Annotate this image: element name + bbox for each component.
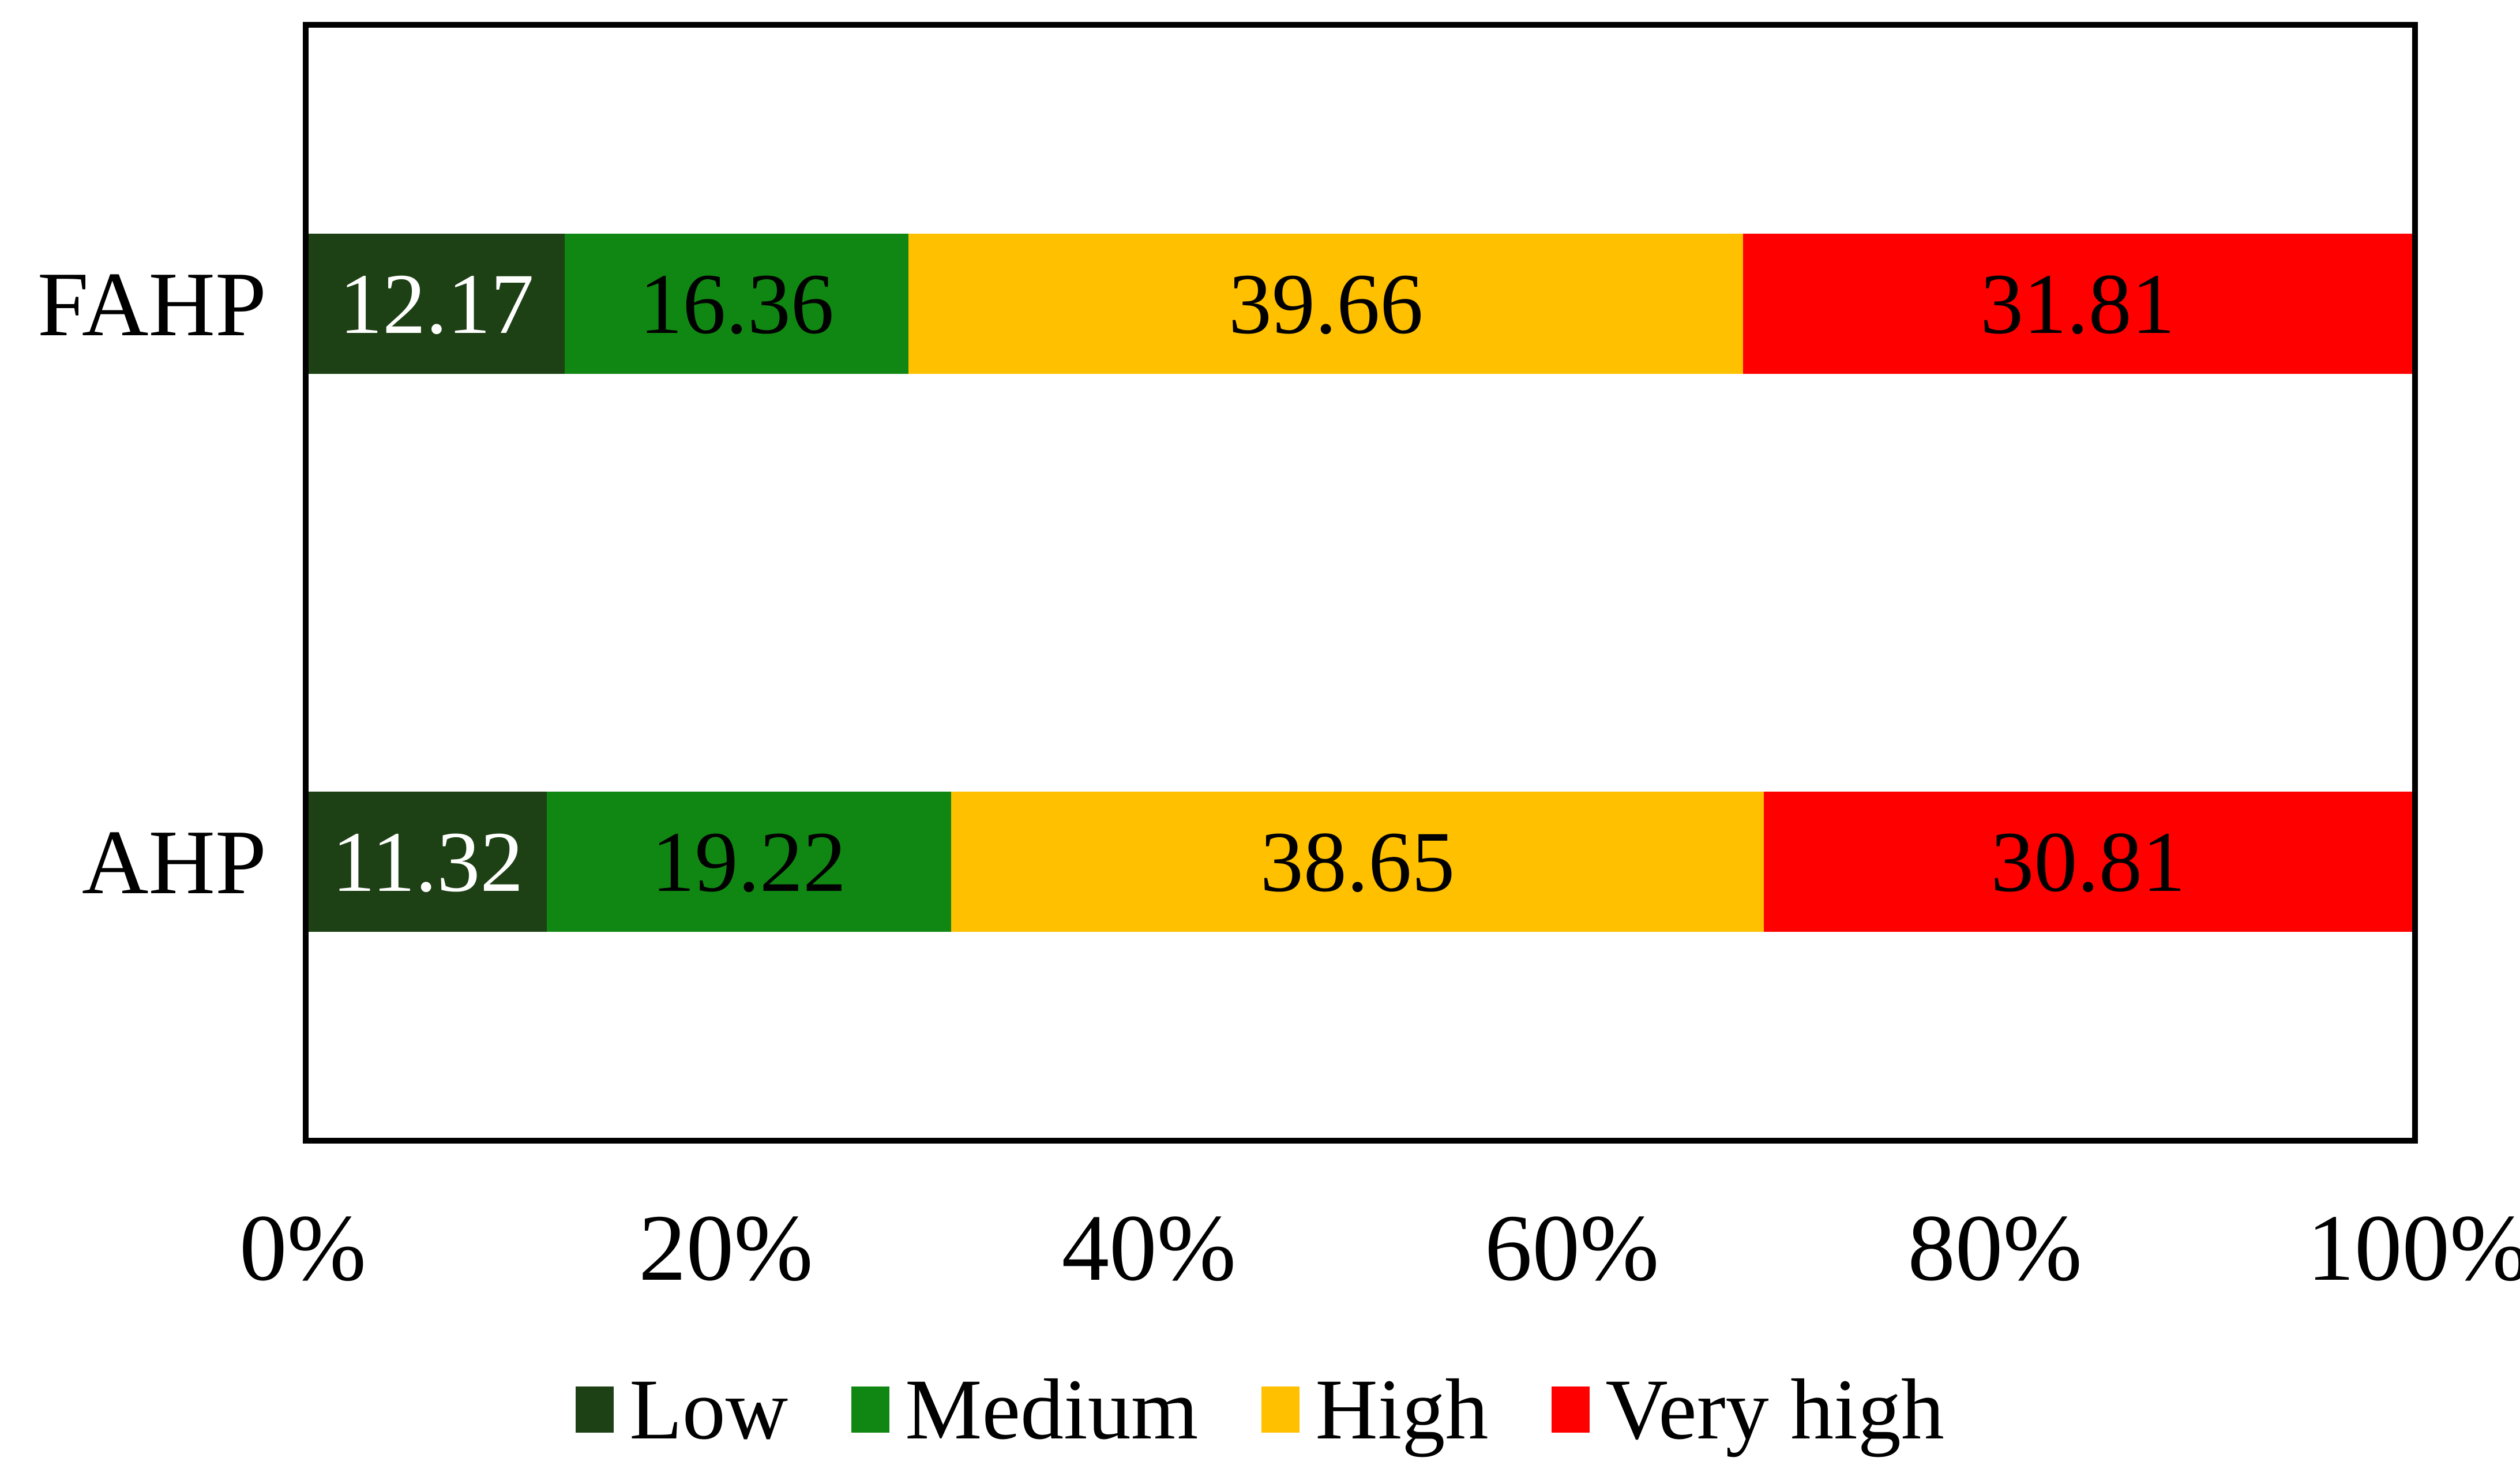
bar-fahp: 12.17 16.36 39.66 31.81 [309,234,2412,374]
category-label-ahp: AHP [81,810,266,913]
legend-label-low: Low [629,1362,788,1457]
legend-swatch-very-high [1552,1386,1590,1433]
x-tick-label-20%: 20% [639,1195,813,1301]
category-label-fahp: FAHP [37,252,266,355]
bar-segment-high-ahp: 38.65 [951,792,1764,932]
bar-segment-high-fahp: 39.66 [908,234,1743,374]
legend-item-medium: Medium [851,1366,1198,1453]
segment-value-label: 11.32 [332,814,524,910]
legend: Low Medium High Very high [0,1355,2520,1464]
x-tick-label-60%: 60% [1484,1195,1659,1301]
bar-segment-low-ahp: 11.32 [309,792,547,932]
segment-value-label: 38.65 [1260,814,1455,910]
plot-area: 12.17 16.36 39.66 31.81 11.32 19.22 38.65 30.8… [303,22,2418,1144]
legend-item-high: High [1261,1366,1488,1453]
x-tick-label-80%: 80% [1907,1195,2082,1301]
legend-swatch-low [576,1386,614,1433]
legend-label-medium: Medium [905,1362,1199,1457]
segment-value-label: 12.17 [339,256,534,352]
bar-segment-medium-fahp: 16.36 [564,234,909,374]
bar-segment-very-high-fahp: 31.81 [1742,234,2412,374]
legend-item-low: Low [576,1366,788,1453]
legend-label-high: High [1315,1362,1489,1457]
legend-label-very-high: Very high [1605,1362,1944,1457]
bar-ahp: 11.32 19.22 38.65 30.81 [309,792,2412,932]
x-tick-label-100%: 100% [2307,1195,2520,1301]
segment-value-label: 39.66 [1228,256,1424,352]
segment-value-label: 16.36 [639,256,834,352]
x-axis-tick-labels: 0% 20% 40% 60% 80% 100% [239,1187,2520,1309]
legend-swatch-high [1261,1386,1300,1433]
segment-value-label: 19.22 [651,814,847,910]
bar-segment-medium-ahp: 19.22 [546,792,951,932]
x-tick-label-40%: 40% [1061,1195,1237,1301]
legend-item-very-high: Very high [1552,1366,1944,1453]
x-tick-label-0%: 0% [239,1195,366,1301]
segment-value-label: 30.81 [1991,814,2185,910]
bar-segment-low-fahp: 12.17 [309,234,565,374]
legend-swatch-medium [851,1386,890,1433]
bar-segment-very-high-ahp: 30.81 [1764,792,2412,932]
segment-value-label: 31.81 [1980,256,2175,352]
